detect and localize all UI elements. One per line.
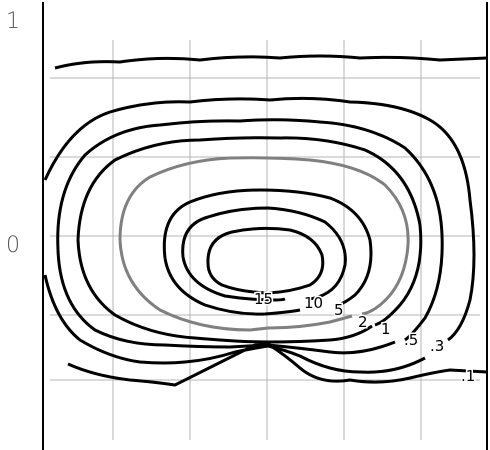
contour-line-5 xyxy=(162,188,373,307)
contour-line-0.1 xyxy=(54,54,488,70)
contour-label-3: 2 xyxy=(358,313,368,331)
contour-label-1: 10 xyxy=(304,294,323,312)
contour-line-0.5-bottom xyxy=(56,249,396,355)
contour-line-2-bottom xyxy=(118,239,353,332)
contour-line-5-bottom xyxy=(163,257,301,316)
contour-line-0.5 xyxy=(56,118,444,342)
contour-line-10-bottom xyxy=(181,256,286,302)
contour-label-2: 5 xyxy=(334,301,344,319)
contour-label-5: .5 xyxy=(404,331,418,349)
contour-line-0.3-left xyxy=(43,274,426,374)
contour-labels: 15 10 52 1 .5 .3 .1 xyxy=(253,289,477,387)
contour-line-10 xyxy=(181,206,347,301)
contour-label-7: .1 xyxy=(461,367,475,385)
y-tick-label-0: 0 xyxy=(6,233,20,258)
contour-label-0: 15 xyxy=(254,290,273,308)
contour-line-0.1-lower xyxy=(67,342,488,387)
contour-line-1 xyxy=(76,136,423,327)
contour-label-4: 1 xyxy=(381,320,391,338)
contour-label-6: .3 xyxy=(430,337,444,355)
contour-line-1-bottom xyxy=(76,239,373,344)
contour-line-15 xyxy=(206,226,325,295)
y-tick-label-1: 1 xyxy=(6,9,20,34)
contour-line-2 xyxy=(118,156,410,316)
contour-line-0.3 xyxy=(43,96,476,342)
contour-lines xyxy=(43,54,488,387)
